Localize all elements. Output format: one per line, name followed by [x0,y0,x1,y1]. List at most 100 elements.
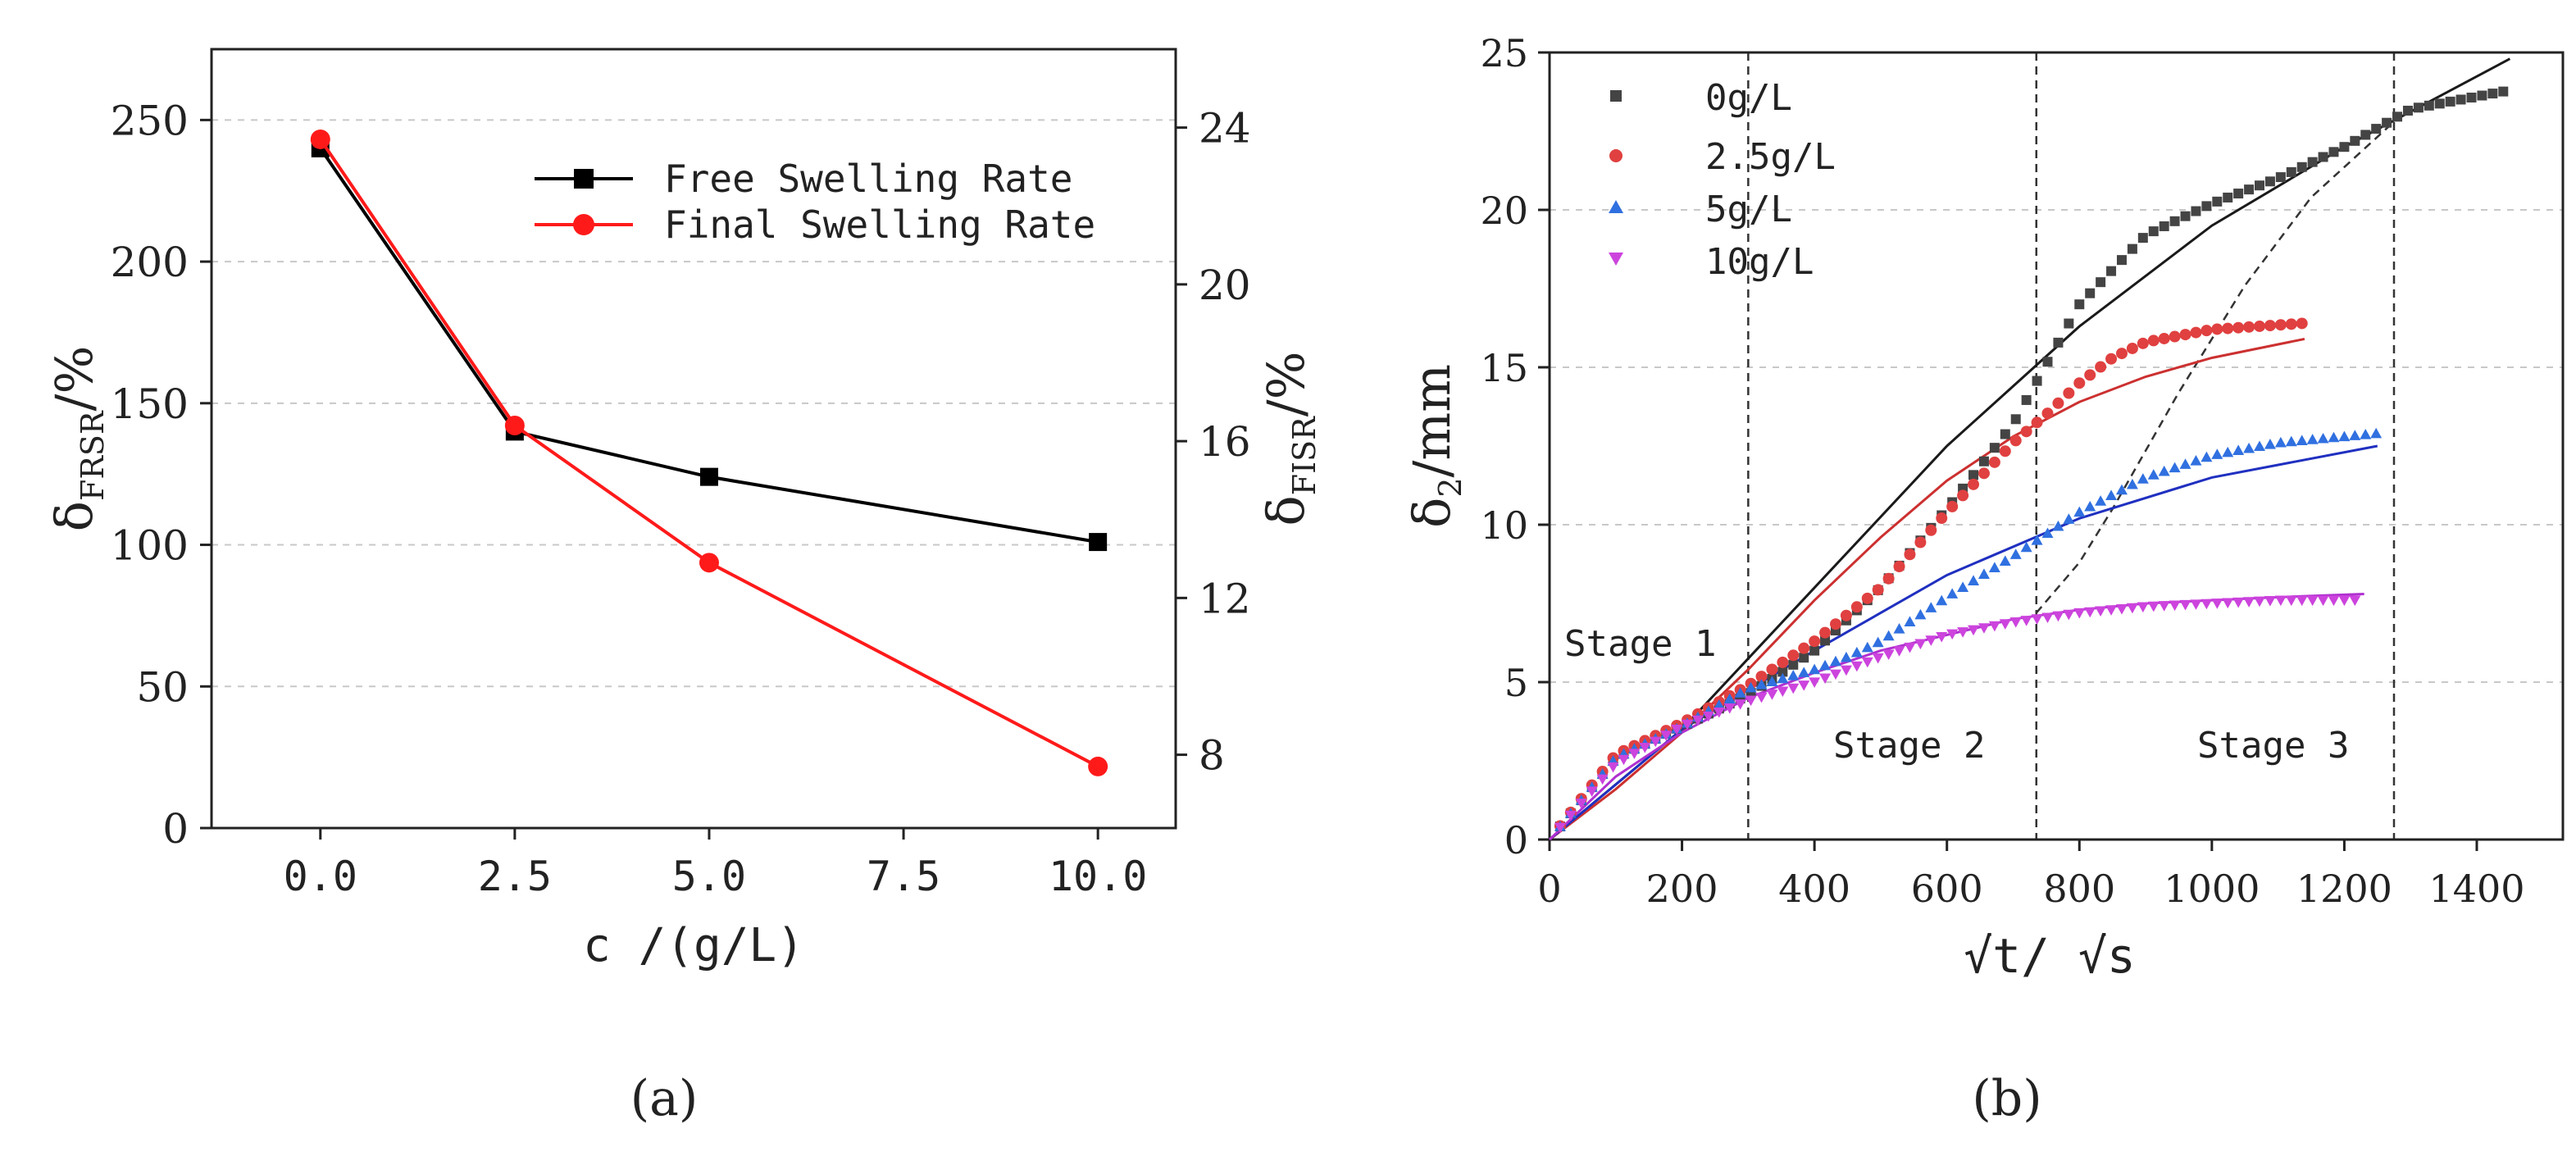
legend-triangle-down-marker-icon [1609,253,1623,266]
data-point [2382,117,2392,128]
panel-a-x-ticks: 0.0 2.5 5.0 7.5 10.0 [284,828,1147,900]
legend-label-final-swelling: Final Swelling Rate [664,203,1095,247]
data-point [2264,439,2276,449]
data-point [1904,642,1916,653]
fit-curve [1549,444,2378,841]
panel-b-plot-frame [1548,51,2565,841]
x-tick-label: 1000 [2164,867,2260,911]
stage-2-label: Stage 2 [1833,725,1985,767]
data-point [2296,162,2307,172]
legend-circle-marker-icon [573,214,594,235]
data-point [2434,98,2445,109]
data-point [2275,172,2286,183]
data-point-free-swelling [699,467,718,486]
data-point [2063,513,2075,524]
data-point [2190,454,2202,466]
data-point [2063,387,2075,399]
panel-a-gridlines [212,119,1176,688]
x-tick-label: 10.0 [1049,853,1147,900]
data-point [1702,711,1714,722]
panel-b-legend: 0g/L 2.5g/L 5g/L 10g/L [1609,77,1836,283]
data-point [2498,86,2509,97]
data-point [2339,142,2350,152]
data-point [1999,445,2011,457]
data-point [2085,288,2096,298]
data-point [2296,595,2308,607]
data-point [1882,630,1895,641]
data-point [2009,435,2022,447]
data-point [2349,430,2361,440]
data-point [1829,618,1841,630]
data-point [1628,749,1641,759]
data-point [1819,673,1832,685]
data-point [2116,255,2127,266]
data-point [1872,636,1884,648]
data-point [2064,318,2074,329]
data-point [1809,663,1821,675]
data-point [1936,631,1948,643]
data-point [2455,94,2466,105]
data-point [1978,456,1989,466]
data-point [1968,470,1979,480]
data-point [1957,489,1969,502]
data-point [1586,786,1598,798]
data-point [2158,601,2170,612]
panel-b-y-ticks: 0 5 10 15 20 25 [1480,31,1550,862]
data-point [1618,754,1630,766]
y-right-tick-label: 20 [1199,262,1251,309]
data-point-final-swelling [1088,756,1108,776]
data-point [1639,742,1651,753]
x-tick-label: 200 [1646,867,1718,911]
series-line-final-swelling [319,138,1099,768]
panel-a-legend: Free Swelling Rate Final Swelling Rate [535,157,1095,247]
data-point [2328,431,2340,443]
data-point [2201,201,2212,212]
data-point [1554,822,1566,834]
data-point [2360,429,2372,439]
data-point [2147,469,2160,480]
legend-square-marker-icon [1610,90,1622,102]
data-point [1575,799,1587,809]
x-tick-label: 1400 [2428,867,2524,911]
panel-a-series [310,129,1108,776]
data-point [2306,434,2319,444]
data-point [2158,465,2170,476]
data-point [2073,377,2086,389]
data-point [2201,325,2213,337]
panel-a-label: (a) [630,1070,699,1127]
data-point [1882,572,1895,585]
y-left-tick-label: 100 [111,522,189,570]
data-point [2009,548,2022,559]
y-tick-label: 20 [1480,189,1528,233]
data-point [2264,596,2276,607]
data-point [1820,635,1831,646]
panel-a-chart: 0.0 2.5 5.0 7.5 10.0 0 50 100 150 200 250 8 12 16 20… [44,48,1322,1127]
data-point [2031,614,2043,625]
data-point [2477,90,2487,101]
data-point [1755,671,1768,683]
y-left-tick-label: 150 [111,380,189,428]
panel-a-y-right-axis-title: δFISR/% [1256,351,1322,526]
data-point [2041,407,2054,420]
data-point [2328,595,2340,607]
data-point [1957,627,1969,638]
data-point [2286,166,2296,177]
data-point [2445,96,2455,107]
legend-label-free-swelling: Free Swelling Rate [664,157,1073,201]
data-point [2009,617,2022,628]
data-point [1798,680,1810,691]
data-point [2169,216,2180,226]
data-point [1777,686,1789,698]
data-point [2296,317,2308,330]
data-point [2211,598,2223,609]
data-point [1766,690,1778,700]
data-point [1988,621,2000,632]
data-point [1745,681,1757,693]
data-point [2360,130,2371,140]
data-point [1809,635,1821,648]
x-tick-label: 1200 [2296,867,2392,911]
data-point [2052,520,2064,531]
data-point [2223,192,2233,203]
data-point [1872,653,1884,664]
